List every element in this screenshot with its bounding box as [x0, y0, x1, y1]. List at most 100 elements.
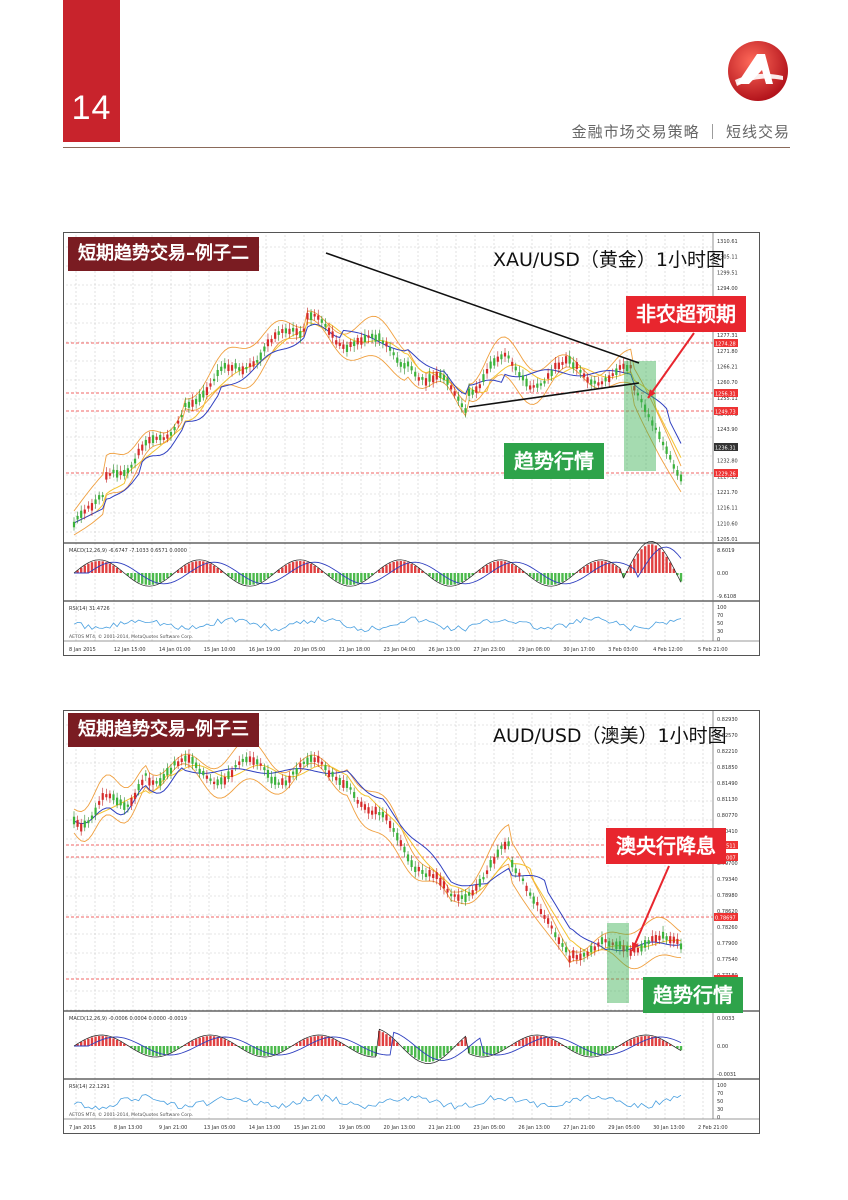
- macd-bar: [582, 567, 586, 573]
- macd-bar: [507, 1046, 510, 1047]
- macd-bar: [604, 1046, 607, 1053]
- candle-body: [550, 370, 553, 376]
- macd-bar: [151, 573, 155, 585]
- macd-bar: [198, 561, 201, 573]
- macd-bar: [94, 561, 97, 573]
- candle-body: [661, 441, 665, 446]
- candle-body: [424, 873, 428, 878]
- candle-body: [604, 377, 607, 382]
- time-axis-label: 16 Jan 19:00: [249, 647, 281, 653]
- candle-body: [410, 860, 413, 868]
- candle-body: [597, 382, 600, 386]
- macd-bar: [202, 1036, 205, 1046]
- macd-bar: [209, 563, 212, 573]
- candle-body: [72, 521, 76, 528]
- macd-bar: [216, 567, 219, 573]
- macd-bar: [277, 1046, 280, 1053]
- candle-body: [665, 936, 668, 941]
- macd-bar: [658, 1038, 661, 1046]
- macd-bar: [220, 570, 223, 573]
- candle-body: [234, 764, 237, 768]
- candle-body: [76, 819, 79, 827]
- macd-bar: [672, 568, 676, 573]
- macd-bar: [439, 1046, 442, 1059]
- price-tick-label: 1294.00: [717, 286, 738, 292]
- candle-body: [467, 892, 471, 896]
- price-tick-label: 1299.51: [717, 270, 738, 276]
- time-axis-label: 19 Jan 05:00: [339, 1125, 371, 1131]
- macd-bar: [345, 573, 349, 585]
- annotation-arrowhead: [648, 389, 656, 398]
- time-axis-label: 21 Jan 21:00: [428, 1125, 460, 1131]
- candle-body: [381, 811, 384, 818]
- macd-bar: [654, 1037, 658, 1046]
- price-tick-label: 1210.60: [717, 521, 738, 527]
- candle-body: [439, 877, 442, 886]
- price-tick-label: 1277.31: [717, 333, 738, 339]
- candle-body: [137, 448, 140, 456]
- macd-bar: [248, 573, 252, 585]
- candle-body: [378, 333, 381, 341]
- candle-body: [493, 856, 496, 864]
- macd-bar: [446, 1046, 449, 1053]
- macd-bar: [532, 573, 535, 579]
- macd-bar: [622, 573, 625, 578]
- event-label: 澳央行降息: [606, 828, 726, 864]
- level-badge: [714, 853, 738, 861]
- macd-bar: [123, 1043, 126, 1046]
- candle-body: [536, 383, 539, 388]
- rsi-tick-label: 70: [717, 613, 723, 619]
- candle-body: [209, 778, 212, 781]
- macd-bar: [317, 568, 320, 573]
- macd-bar: [320, 570, 324, 573]
- macd-bar: [241, 573, 245, 584]
- candle-body: [87, 505, 90, 509]
- candle-body: [572, 362, 575, 369]
- candle-body: [392, 828, 395, 832]
- macd-bar: [263, 573, 266, 581]
- candle-body: [223, 777, 226, 785]
- current-price-badge: [714, 443, 738, 451]
- candle-body: [327, 327, 331, 335]
- candle-body: [227, 771, 230, 780]
- macd-bar: [590, 1046, 593, 1056]
- macd-bar: [482, 567, 485, 573]
- current-price-label: 1236.31: [715, 446, 736, 452]
- chart-audusd: 0.82930 0.82570 0.82210 0.81850 0.81490 0.811…: [63, 710, 760, 1134]
- candle-body: [274, 332, 277, 339]
- macd-bar: [291, 562, 295, 573]
- macd-bar: [159, 573, 162, 583]
- candle-body: [385, 342, 388, 347]
- macd-bar: [510, 564, 514, 573]
- candle-body: [90, 815, 94, 820]
- macd-bar: [270, 1046, 273, 1056]
- macd-bar: [396, 561, 399, 573]
- candle-body: [259, 352, 262, 360]
- candle-body: [532, 896, 535, 904]
- macd-bar: [403, 1046, 406, 1050]
- macd-bar: [173, 1046, 176, 1051]
- trend-highlight-zone: [607, 923, 629, 1003]
- candle-body: [392, 352, 395, 356]
- macd-bar: [176, 570, 180, 573]
- macd-bar: [212, 565, 216, 573]
- candle-body: [525, 885, 528, 892]
- candle-body: [302, 761, 305, 764]
- macd-bar: [263, 1046, 266, 1056]
- candle-body: [550, 925, 553, 929]
- trendline: [468, 382, 640, 408]
- macd-bar: [234, 1044, 237, 1046]
- candle-body: [442, 881, 446, 889]
- macd-bar: [665, 1042, 668, 1046]
- macd-bar: [647, 1036, 650, 1046]
- candle-body: [295, 328, 298, 336]
- candle-body: [564, 356, 568, 364]
- macd-bar: [392, 1039, 395, 1046]
- candle-body: [460, 403, 464, 408]
- macd-bar: [521, 1039, 525, 1046]
- macd-bar: [557, 573, 561, 584]
- candle-body: [482, 374, 485, 382]
- macd-bar: [679, 1046, 683, 1051]
- candle-body: [187, 401, 191, 408]
- macd-bar: [496, 561, 500, 573]
